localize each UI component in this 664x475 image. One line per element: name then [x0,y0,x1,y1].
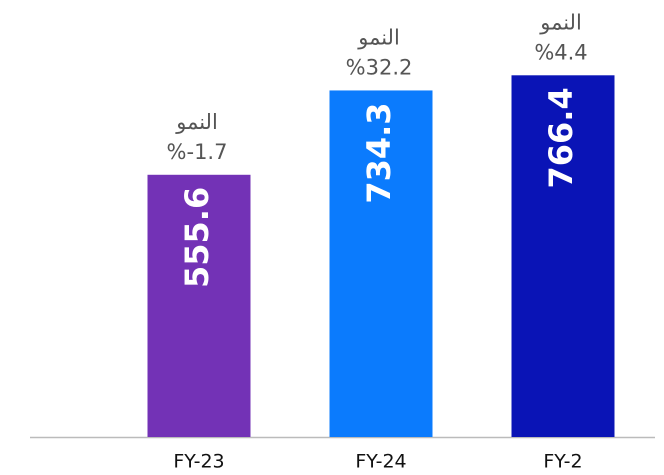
value-label: 555.6 [178,187,216,288]
growth-label: النمو [357,25,400,49]
x-tick-label: FY-23 [173,451,224,473]
bar [147,174,251,437]
value-label: 734.3 [360,102,398,203]
x-tick-label: FY-2 [543,451,582,473]
bar [511,75,615,438]
bar [329,90,433,437]
growth-value: %32.2 [346,55,413,79]
growth-value: %-1.7 [167,140,228,164]
growth-label: النمو [175,110,218,134]
growth-value: %4.4 [534,40,587,64]
growth-label: النمو [539,10,582,34]
x-tick-label: FY-24 [355,451,406,473]
value-label: 766.4 [542,87,580,188]
